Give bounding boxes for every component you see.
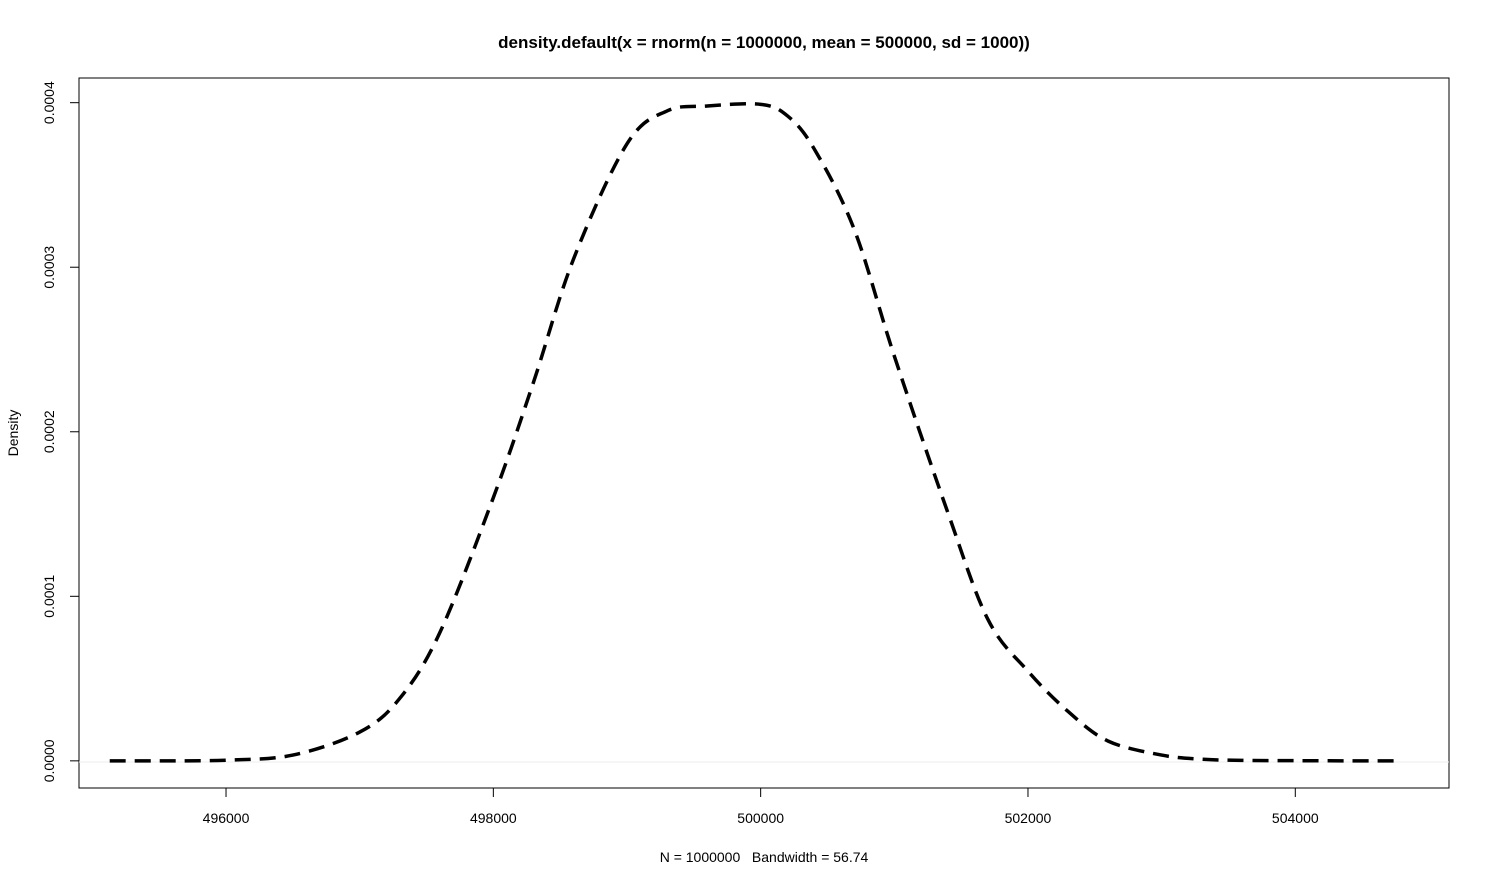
x-axis-label: N = 1000000 Bandwidth = 56.74 [660, 849, 869, 865]
chart-title: density.default(x = rnorm(n = 1000000, m… [498, 33, 1030, 52]
plot-frame [78, 77, 1450, 789]
y-tick-label: 0.0002 [41, 410, 57, 453]
y-tick-label: 0.0000 [41, 739, 57, 782]
y-tick-label: 0.0001 [41, 575, 57, 618]
x-tick-label: 500000 [737, 810, 784, 826]
x-axis: 496000 498000 500000 502000 504000 [203, 787, 1319, 826]
x-tick-label: 502000 [1005, 810, 1052, 826]
x-tick-label: 504000 [1272, 810, 1319, 826]
density-curve [109, 101, 1397, 763]
x-tick-label: 496000 [203, 810, 250, 826]
y-tick-label: 0.0003 [41, 246, 57, 289]
y-axis: 0.0000 0.0001 0.0002 0.0003 0.0004 [41, 81, 80, 782]
y-tick-label: 0.0004 [41, 81, 57, 124]
x-tick-label: 498000 [470, 810, 517, 826]
y-axis-label: Density [5, 410, 21, 457]
